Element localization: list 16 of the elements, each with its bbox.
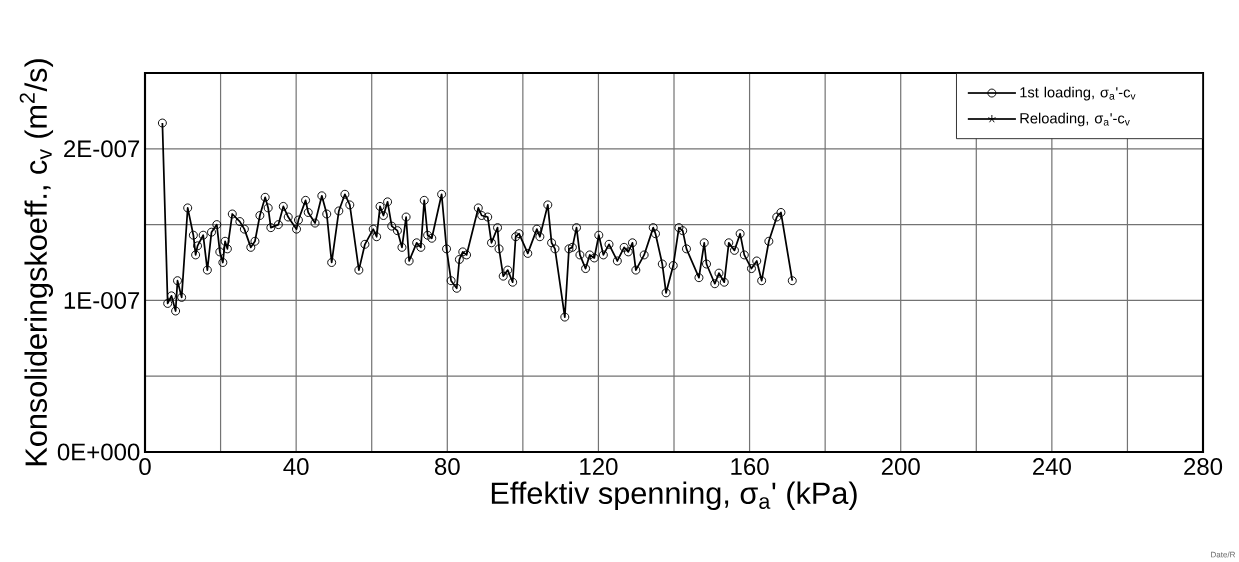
x-tick-label: 160	[731, 458, 769, 476]
x-tick-label: 240	[1033, 458, 1071, 476]
x-tick-label: 40	[283, 458, 309, 476]
x-tick-label: 0	[139, 458, 151, 476]
x-tick-label: 280	[1184, 458, 1223, 476]
x-tick-label: 200	[881, 458, 920, 476]
x-tick-label: 80	[434, 458, 460, 476]
legend-label: Reloading, σ$_{a}$'-c$_{v}$	[1020, 112, 1130, 127]
legend-label: 1st loading, σ$_{a}$'-c$_{v}$	[1020, 86, 1136, 101]
y-tick-label: 1E-007	[64, 291, 140, 309]
x-tick-label: 120	[580, 458, 618, 476]
y-axis-title: Konsolideringskoeff., c$_{v}$ (m$^{2}$/s)	[19, 59, 54, 466]
x-axis-title: Effektiv spenning, σ$_{a}$' (kPa)	[491, 481, 857, 511]
y-tick-label: 0E+000	[57, 443, 140, 461]
text: Date/R	[1211, 551, 1236, 558]
y-tick-label: 2E-007	[64, 140, 140, 158]
